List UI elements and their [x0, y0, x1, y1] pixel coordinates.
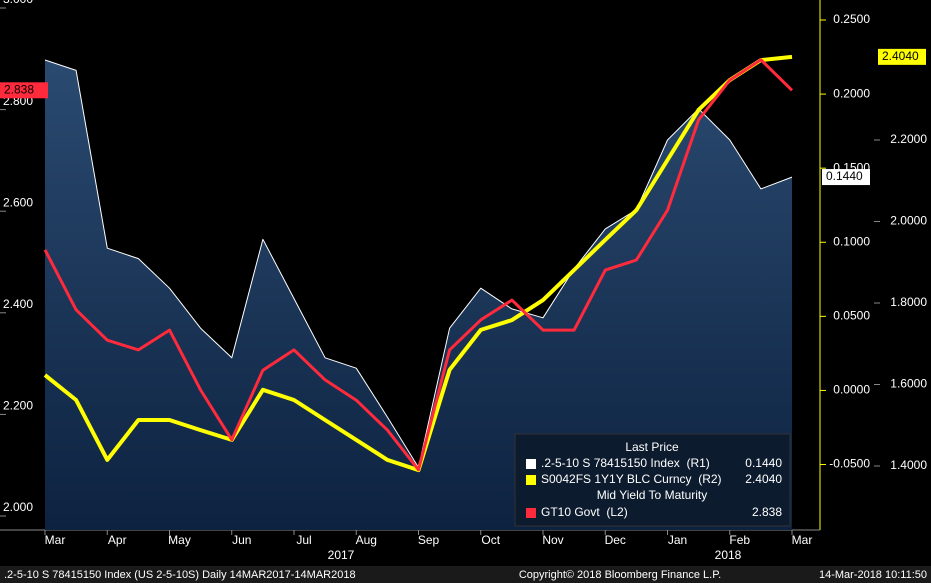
footer-copyright: Copyright© 2018 Bloomberg Finance L.P.: [519, 569, 721, 581]
x-tick-label: Apr: [108, 533, 127, 547]
y-tick-label: 2.200: [3, 399, 33, 413]
value-tag-label: 0.1440: [826, 169, 863, 183]
x-tick-label: Mar: [45, 533, 66, 547]
legend-value: 2.4040: [745, 472, 782, 486]
x-tick-label: Nov: [542, 533, 563, 547]
x-tick-label: Dec: [605, 533, 626, 547]
year-label: 2017: [328, 548, 355, 562]
x-tick-label: Jun: [232, 533, 251, 547]
y-tick-label: 3.000: [3, 0, 33, 6]
x-tick-label: Jan: [668, 533, 687, 547]
y3-tick-label: 2.0000: [890, 214, 927, 228]
y-tick-label: 2.400: [3, 297, 33, 311]
legend: Last Price Mid Yield To Maturity .2-5-10 S…: [514, 433, 791, 527]
value-tag-label: 2.4040: [882, 49, 919, 63]
footer-bar: [0, 566, 931, 583]
legend-value: 2.838: [752, 505, 782, 519]
y-tick-label: 2.600: [3, 195, 33, 209]
y2-tick-label: 0.2000: [833, 86, 870, 100]
value-tag: [878, 48, 926, 65]
value-tag-label: 2.838: [4, 82, 34, 96]
x-tick-label: May: [168, 533, 191, 547]
value-tag: [0, 82, 48, 99]
x-tick-label: Aug: [356, 533, 377, 547]
y2-tick-label: 0.0500: [833, 309, 870, 323]
legend-swatch: [526, 459, 536, 469]
legend-name: GT10 Govt (L2): [541, 505, 628, 519]
y3-tick-label: 1.4000: [890, 458, 927, 472]
x-tick-label: Jul: [296, 533, 311, 547]
legend-swatch: [526, 475, 536, 485]
y-tick-label: 2.000: [3, 500, 33, 514]
x-tick-label: Mar: [792, 533, 813, 547]
legend-name: S0042FS 1Y1Y BLC Curncy (R2): [541, 472, 722, 486]
y2-tick-label: 0.0000: [833, 383, 870, 397]
value-tag: [822, 169, 870, 186]
legend-swatch: [526, 508, 536, 518]
y2-tick-label: 0.1000: [833, 234, 870, 248]
legend-box: [514, 433, 791, 527]
y3-tick-label: 2.2000: [890, 132, 927, 146]
legend-value: 0.1440: [745, 456, 782, 470]
y2-tick-label: 0.2500: [833, 12, 870, 26]
y3-tick-label: 1.8000: [890, 295, 927, 309]
line: [43, 58, 794, 472]
footer-date: 14-Mar-2018 10:11:50: [819, 569, 927, 581]
x-tick-label: Sep: [418, 533, 440, 547]
year-label: 2018: [715, 548, 742, 562]
footer-left: .2-5-10 S 78415150 Index (US 2-5-10S) Da…: [4, 569, 356, 581]
y2-tick-label: -0.0500: [829, 457, 870, 471]
area: [45, 60, 792, 530]
legend-heading: Mid Yield To Maturity: [597, 488, 708, 502]
x-tick-label: Feb: [729, 533, 750, 547]
y3-tick-label: 1.6000: [890, 377, 927, 391]
x-tick-label: Oct: [481, 533, 500, 547]
plot: 2.0002.2002.4002.6002.8003.000-0.05000.0…: [0, 0, 927, 562]
legend-heading: Last Price: [625, 440, 679, 454]
legend-name: .2-5-10 S 78415150 Index (R1): [541, 456, 710, 470]
